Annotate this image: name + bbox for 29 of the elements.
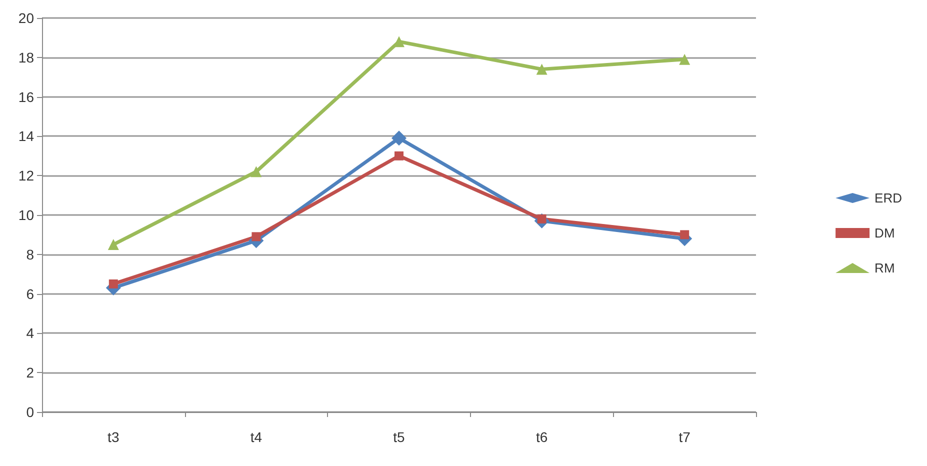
y-tick-label: 14 xyxy=(18,128,34,144)
x-tick-label: t7 xyxy=(678,429,691,445)
x-tick-label: t6 xyxy=(536,429,548,445)
point xyxy=(680,230,690,240)
legend-label: RM xyxy=(874,260,895,276)
y-tick-label: 4 xyxy=(26,325,34,342)
y-tick-label: 18 xyxy=(18,49,34,66)
legend-label: DM xyxy=(874,226,895,240)
y-tick-label: 2 xyxy=(26,364,34,381)
y-tick-label: 20 xyxy=(18,10,34,26)
point xyxy=(392,130,406,146)
point xyxy=(108,239,119,250)
y-tick-label: 6 xyxy=(26,286,34,302)
point xyxy=(536,64,548,75)
legend-label: ERD xyxy=(874,190,902,206)
x-tick-label: t4 xyxy=(250,429,262,445)
y-tick-label: 16 xyxy=(18,88,34,105)
y-tick-label: 12 xyxy=(18,168,34,184)
y-tick-label: 0 xyxy=(26,404,34,420)
point xyxy=(394,36,404,48)
point xyxy=(108,279,118,288)
x-tick-label: t3 xyxy=(108,429,120,445)
y-tick-label: 8 xyxy=(26,246,34,262)
point xyxy=(252,232,261,242)
point xyxy=(250,166,262,178)
point xyxy=(394,151,404,160)
y-tick-label: 10 xyxy=(18,207,34,223)
x-tick-label: t5 xyxy=(393,429,406,445)
point xyxy=(679,54,690,65)
